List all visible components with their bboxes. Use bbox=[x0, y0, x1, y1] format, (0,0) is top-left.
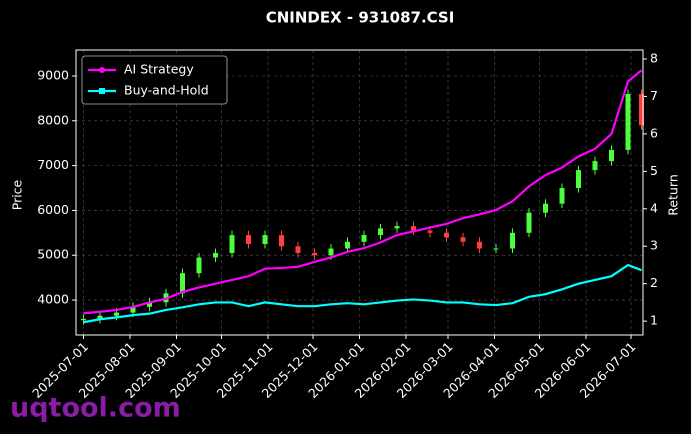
y2-tick-label: 2 bbox=[650, 275, 658, 290]
candle-body bbox=[378, 228, 383, 236]
y2-tick-label: 7 bbox=[650, 88, 658, 103]
y2-tick-label: 8 bbox=[650, 50, 658, 65]
candle-body bbox=[213, 252, 218, 258]
legend-label: AI Strategy bbox=[124, 62, 194, 77]
watermark: uqtool.com bbox=[10, 393, 181, 424]
y-tick-label: 5000 bbox=[37, 247, 69, 262]
candle-body bbox=[427, 230, 433, 233]
candle-body bbox=[295, 246, 301, 253]
candle-body bbox=[147, 302, 152, 307]
legend-marker bbox=[99, 67, 105, 73]
candle-body bbox=[229, 235, 235, 253]
return-line bbox=[83, 263, 642, 324]
y2-tick-label: 3 bbox=[650, 238, 658, 253]
candle-body bbox=[559, 188, 565, 204]
candle-body bbox=[510, 232, 515, 249]
chart-title: CNINDEX - 931087.CSI bbox=[266, 9, 455, 27]
y2-tick-label: 4 bbox=[650, 200, 658, 215]
y2-axis-label: Return bbox=[666, 174, 681, 215]
candle-body bbox=[592, 161, 598, 171]
legend-marker bbox=[99, 88, 105, 94]
candle-body bbox=[196, 257, 202, 274]
y-tick-label: 4000 bbox=[37, 292, 69, 307]
y-tick-label: 6000 bbox=[37, 202, 69, 217]
candle-body bbox=[328, 248, 334, 256]
return-line bbox=[83, 69, 643, 315]
legend-label: Buy-and-Hold bbox=[124, 83, 209, 98]
candle-body bbox=[279, 235, 284, 247]
candle-body bbox=[345, 241, 350, 249]
candle-body bbox=[639, 93, 644, 126]
y2-tick-label: 5 bbox=[650, 163, 658, 178]
candle-body bbox=[246, 235, 251, 245]
candle-body bbox=[312, 252, 317, 256]
candle-body bbox=[460, 237, 466, 242]
y-tick-label: 7000 bbox=[37, 157, 69, 172]
y-tick-label: 9000 bbox=[37, 67, 69, 82]
y2-tick-label: 6 bbox=[650, 125, 658, 140]
candle-body bbox=[180, 273, 185, 294]
y-axis-label: Price bbox=[10, 179, 25, 210]
y2-tick-label: 1 bbox=[650, 313, 658, 328]
candle-body bbox=[625, 93, 631, 150]
candle-body bbox=[262, 235, 268, 245]
candle-body bbox=[477, 241, 482, 249]
candle-body bbox=[526, 212, 532, 233]
legend-box bbox=[81, 55, 228, 105]
candle-body bbox=[493, 248, 499, 250]
candle-body bbox=[114, 312, 119, 316]
candle-body bbox=[444, 232, 449, 238]
candle-body bbox=[81, 318, 86, 321]
candle-body bbox=[543, 203, 548, 213]
y-tick-label: 8000 bbox=[37, 112, 69, 127]
candle-body bbox=[130, 306, 136, 313]
plot-frame bbox=[75, 49, 644, 336]
candle-body bbox=[97, 315, 103, 319]
legend: AI Strategy Buy-and-Hold bbox=[81, 55, 228, 105]
candle-body bbox=[394, 226, 400, 229]
candle-body bbox=[361, 235, 367, 242]
candle-body bbox=[411, 226, 416, 231]
candle-body bbox=[609, 149, 614, 162]
candle-body bbox=[576, 170, 581, 189]
